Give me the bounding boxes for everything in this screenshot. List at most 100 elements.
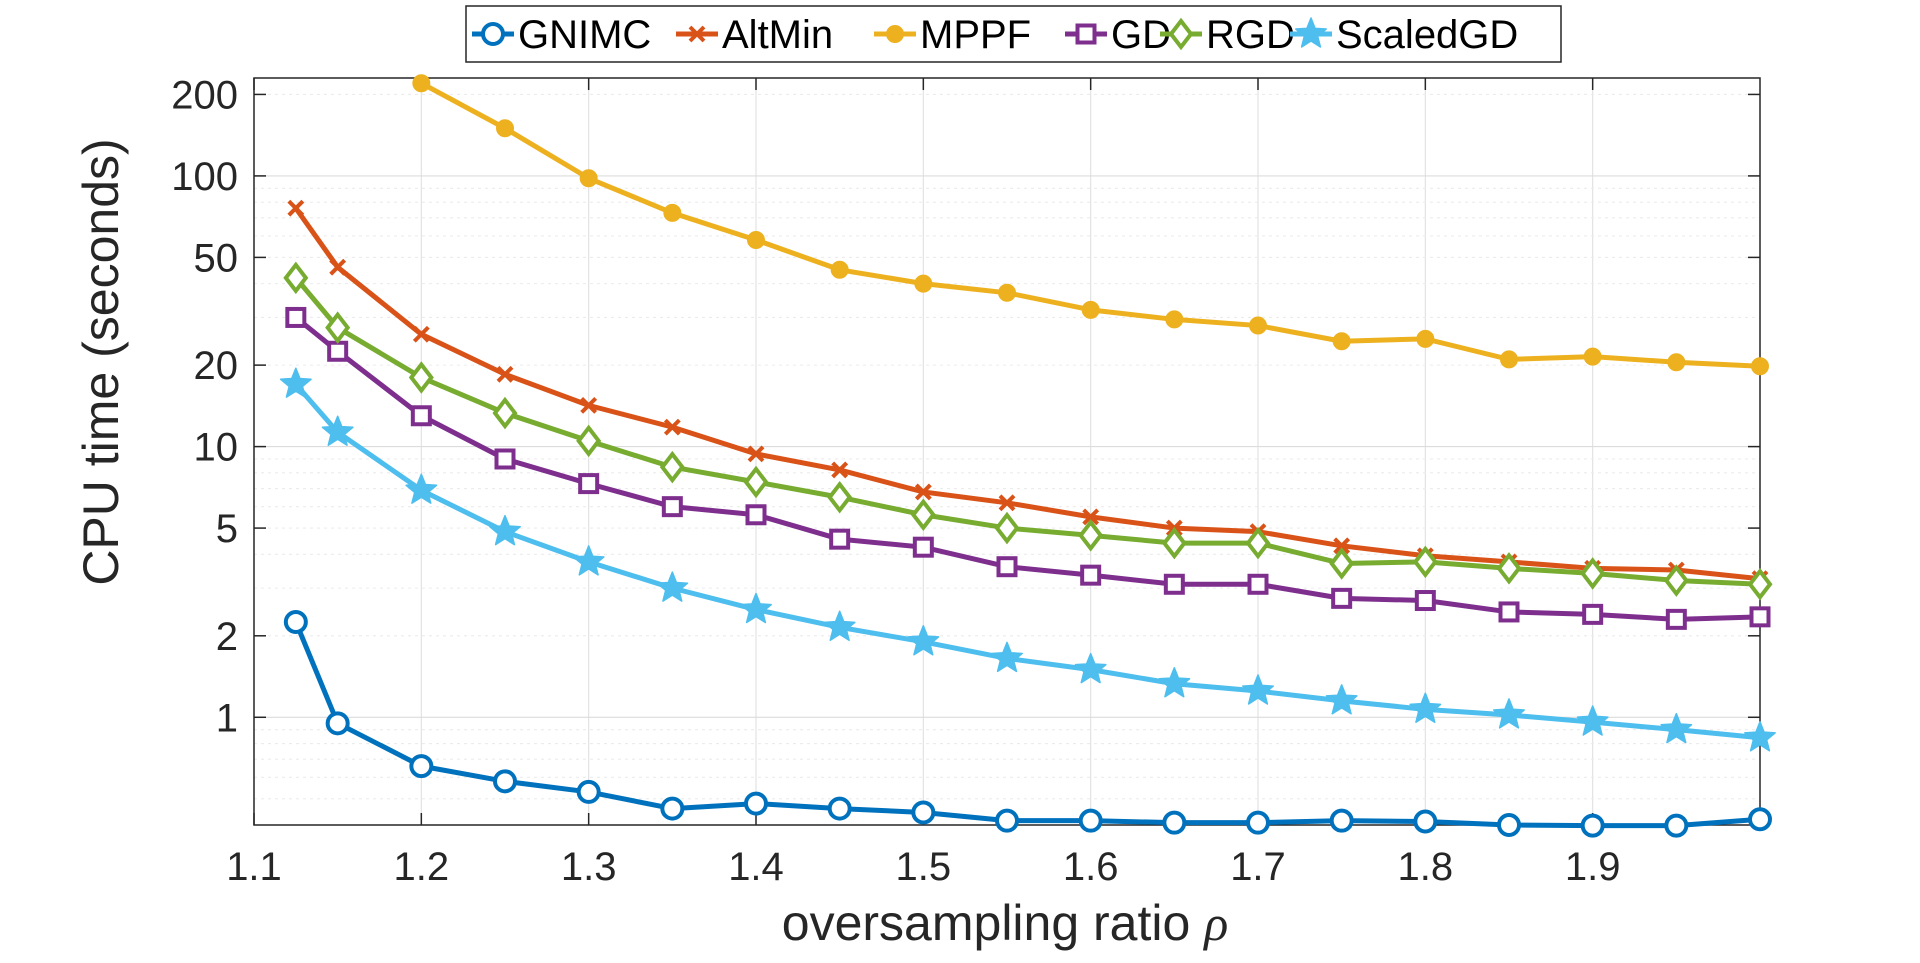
series-group [279,74,1776,838]
data-point-mppf [1416,329,1435,348]
data-point-gnimc [493,769,517,794]
data-point-mppf [663,203,682,222]
data-point-altmin [663,418,681,436]
data-point-rgd [1747,567,1773,601]
x-axis-title-text: oversampling ratio [782,895,1191,951]
data-point-mppf [1667,353,1686,372]
legend-marker-mppf [886,25,904,43]
y-tick-label: 50 [194,236,239,280]
data-point-scaledgd [321,415,354,446]
x-tick-label: 1.3 [561,845,617,889]
y-tick-label: 2 [216,615,238,659]
x-tick-label: 1.6 [1063,845,1119,889]
data-point-mppf [998,283,1016,302]
data-point-scaledgd [1493,698,1525,729]
data-point-rgd [1412,545,1438,579]
data-point-gnimc [1580,813,1605,838]
legend-item-rgd: RGD [1160,13,1295,57]
data-point-rgd [910,498,936,532]
legend-marker-rgd [1168,17,1194,51]
y-tick-label: 100 [171,155,238,199]
legend-item-scaledgd: ScaledGD [1290,13,1518,57]
legend-item-mppf: MPPF [874,13,1031,57]
y-tick-label: 20 [194,344,239,388]
data-point-rgd [1245,526,1271,560]
x-marker-stroke [287,199,305,217]
data-point-scaledgd [907,625,940,656]
x-marker-stroke [914,483,932,501]
data-point-mppf [1583,347,1602,366]
legend-label-altmin: AltMin [722,13,833,57]
data-point-gnimc [1748,807,1772,832]
y-axis-title: CPU time (seconds) [73,138,129,585]
data-point-mppf [747,230,765,249]
data-point-scaledgd [572,545,605,576]
data-point-scaledgd [405,473,438,504]
data-point-gnimc [827,796,852,821]
data-point-rgd [492,396,518,430]
legend-marker-scaledgd [1295,17,1327,48]
data-point-rgd [1580,557,1606,590]
legend-label-scaledgd: ScaledGD [1336,13,1518,57]
data-point-mppf [579,169,598,188]
data-point-altmin [747,445,765,463]
axis-ticks: 1.1 1.2 1.3 1.4 1.5 1.6 1.7 1.8 1.9 1 2 5 10 20 50 100 2… [171,73,1760,889]
y-tick-label: 200 [171,73,238,117]
data-point-rgd [659,450,685,484]
data-point-scaledgd [1158,667,1191,698]
data-point-gnimc [283,609,308,634]
x-tick-label: 1.1 [226,845,282,889]
data-point-altmin [831,461,849,479]
data-point-gd [1582,603,1604,625]
data-point-gnimc [911,800,936,825]
data-point-rgd [994,511,1020,545]
series-rgd [283,261,1773,601]
data-point-gnimc [1078,808,1103,833]
x-tick-label: 1.4 [728,845,784,889]
data-point-gnimc [744,791,768,816]
grid [253,78,1760,826]
data-point-gd [745,504,767,526]
data-point-mppf [1249,316,1267,335]
data-point-altmin [1333,537,1351,555]
y-tick-label: 10 [194,426,239,470]
data-point-scaledgd [279,367,312,398]
data-point-altmin [1082,508,1100,526]
data-point-gnimc [995,808,1019,833]
data-point-gd [996,556,1018,578]
data-point-gnimc [660,796,685,821]
data-point-scaledgd [1409,692,1442,724]
data-point-gd [829,528,851,550]
data-point-gnimc [576,779,601,804]
data-point-altmin [580,396,598,414]
x-marker-stroke [688,25,706,43]
legend-label-gnimc: GNIMC [518,13,651,57]
data-point-gd [661,496,683,518]
data-point-altmin [412,325,430,343]
data-point-gd [327,340,349,362]
series-scaledgd [279,367,1776,752]
data-point-scaledgd [1744,721,1776,752]
data-point-rgd [576,424,602,458]
data-point-mppf [1751,357,1769,376]
data-point-rgd [1663,564,1689,597]
data-point-scaledgd [740,592,772,624]
data-point-scaledgd [823,610,856,641]
series-mppf [412,74,1769,376]
y-tick-label: 1 [216,696,238,740]
data-point-scaledgd [1242,674,1274,705]
data-point-mppf [1165,310,1184,329]
data-point-rgd [1329,547,1355,580]
data-point-mppf [830,260,849,279]
x-axis-title-symbol: ρ [1202,895,1228,951]
x-marker-stroke [831,461,849,479]
series-gnimc [283,609,1772,838]
data-point-altmin [496,365,514,383]
data-point-gnimc [325,711,350,736]
y-tick-label: 5 [216,507,238,551]
data-point-gd [1749,606,1771,628]
data-point-gd [1498,601,1520,623]
legend-marker-gd [1075,23,1097,45]
